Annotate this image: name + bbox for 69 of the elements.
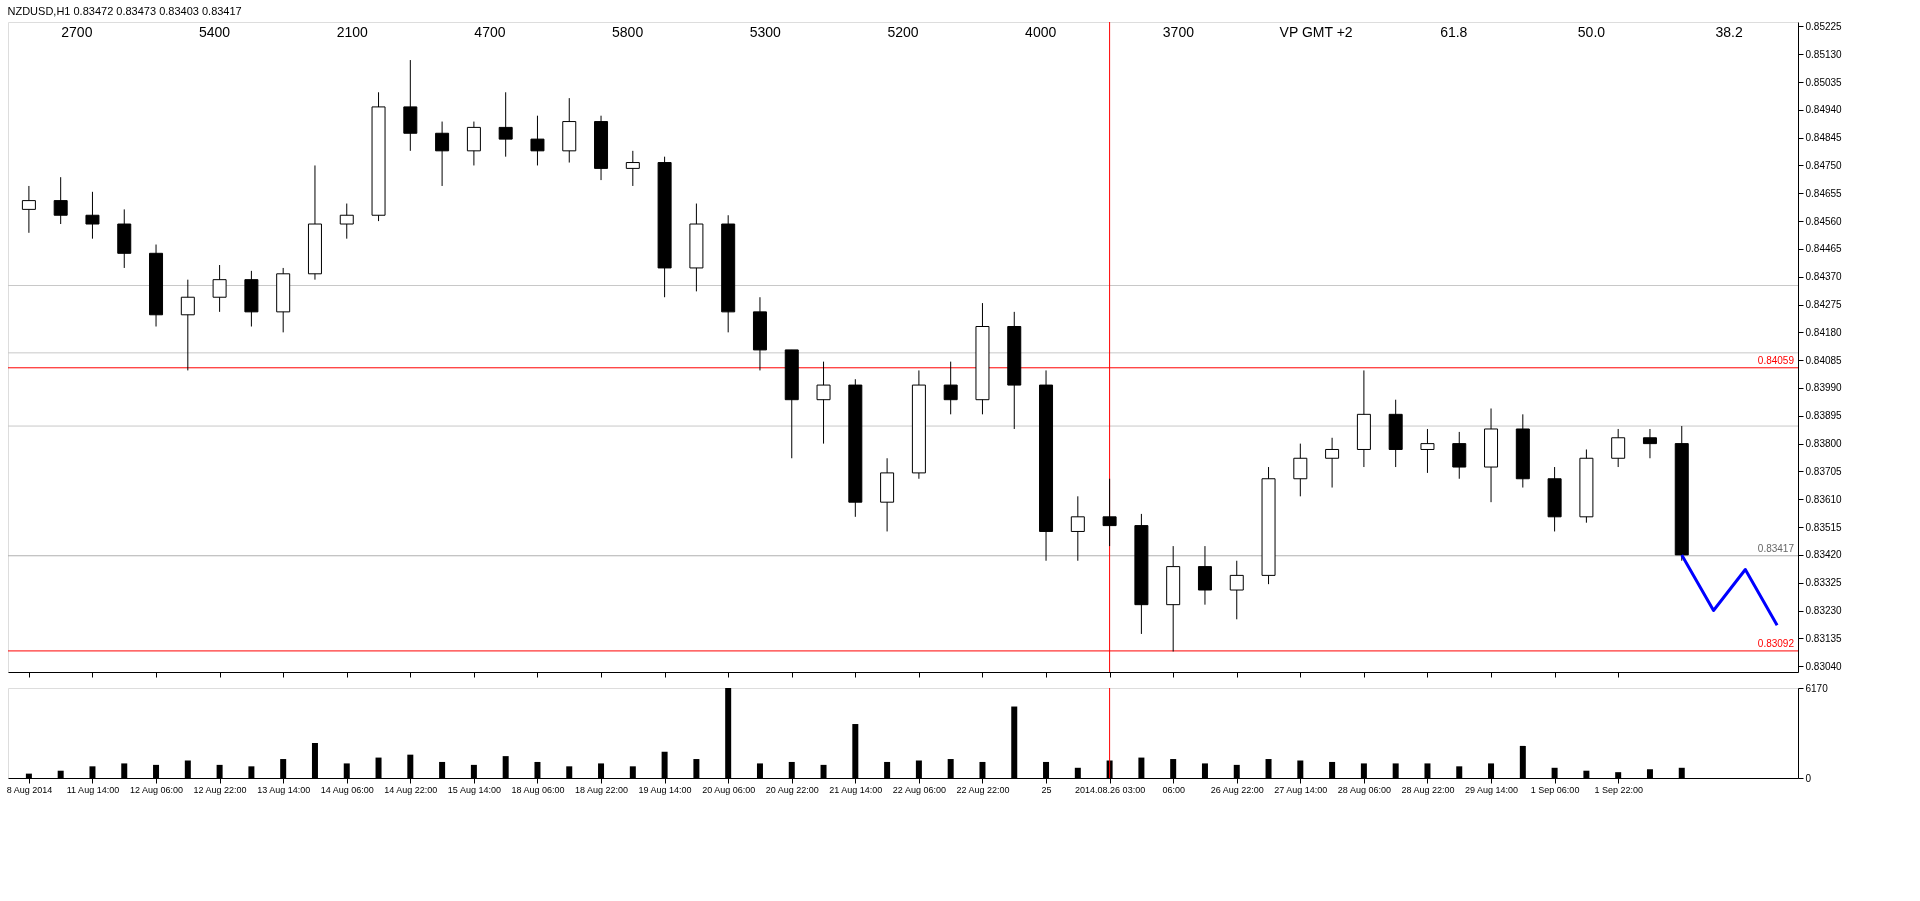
- annotation: 5200: [887, 24, 919, 40]
- y-tick-label: 0.83800: [1805, 438, 1843, 450]
- x-tick-label: 22 Aug 06:00: [892, 784, 946, 795]
- x-tick-label: 22 Aug 22:00: [956, 784, 1010, 795]
- x-tick-label: 26 Aug 22:00: [1210, 784, 1264, 795]
- x-tick-label: 11 Aug 14:00: [66, 784, 120, 795]
- annotation: 3700: [1162, 24, 1195, 40]
- x-tick-label: 28 Aug 06:00: [1337, 784, 1391, 795]
- y-tick-label: 0.85035: [1805, 76, 1843, 88]
- y-tick-label: 0.84845: [1805, 132, 1843, 144]
- annotation: 4000: [1025, 24, 1057, 40]
- x-tick-label: 06:00: [1162, 784, 1185, 795]
- x-tick-label: 14 Aug 22:00: [384, 784, 438, 795]
- chart-title: NZDUSD,H1 0.83472 0.83473 0.83403 0.83417: [7, 5, 242, 18]
- x-tick-label: 14 Aug 06:00: [320, 784, 374, 795]
- y-tick-label: 0.84465: [1805, 243, 1843, 255]
- y-tick-label: 0.83325: [1805, 577, 1843, 589]
- x-tick-label: 19 Aug 14:00: [638, 784, 692, 795]
- y-tick-label: 0: [1805, 772, 1812, 784]
- x-tick-label: 1 Sep 06:00: [1530, 784, 1580, 795]
- x-tick-label: 21 Aug 14:00: [829, 784, 883, 795]
- y-tick-label: 6170: [1805, 682, 1829, 694]
- y-tick-label: 0.85130: [1805, 48, 1843, 60]
- annotation: 5300: [749, 24, 782, 40]
- y-tick-label: 0.83705: [1805, 465, 1843, 477]
- y-tick-label: 0.83230: [1805, 605, 1843, 617]
- annotation: 5800: [612, 24, 644, 40]
- x-tick-label: 15 Aug 14:00: [447, 784, 501, 795]
- annotation: 4700: [474, 24, 506, 40]
- x-tick-label: 20 Aug 06:00: [702, 784, 756, 795]
- ref-line-label: 0.83417: [1757, 542, 1795, 554]
- annotation: 61.8: [1440, 24, 1468, 40]
- y-tick-label: 0.83135: [1805, 632, 1843, 644]
- x-tick-label: 2014.08.26 03:00: [1075, 784, 1146, 795]
- y-tick-label: 0.83040: [1805, 660, 1843, 672]
- annotation: 38.2: [1715, 24, 1743, 40]
- x-tick-label: 20 Aug 22:00: [765, 784, 819, 795]
- x-tick-label: 1 Sep 22:00: [1594, 784, 1643, 795]
- y-tick-label: 0.84655: [1805, 187, 1843, 199]
- y-tick-label: 0.84940: [1805, 104, 1843, 116]
- x-tick-label: 29 Aug 14:00: [1465, 784, 1519, 795]
- ref-line-label: 0.84059: [1757, 354, 1795, 366]
- y-tick-label: 0.84180: [1805, 326, 1843, 338]
- y-tick-label: 0.83895: [1805, 410, 1843, 422]
- y-tick-label: 0.83515: [1805, 521, 1843, 533]
- x-tick-label: 13 Aug 14:00: [257, 784, 311, 795]
- ref-line-label: 0.83092: [1757, 637, 1795, 649]
- x-tick-label: 8 Aug 2014: [6, 784, 53, 795]
- annotation: 50.0: [1577, 24, 1606, 40]
- y-tick-label: 0.84370: [1805, 271, 1843, 283]
- x-tick-label: 18 Aug 06:00: [511, 784, 565, 795]
- x-tick-label: 12 Aug 22:00: [193, 784, 247, 795]
- x-tick-label: 25: [1041, 784, 1052, 795]
- y-tick-label: 0.84275: [1805, 299, 1843, 311]
- annotation: VP GMT +2: [1279, 24, 1353, 40]
- x-tick-label: 27 Aug 14:00: [1274, 784, 1328, 795]
- x-tick-label: 12 Aug 06:00: [130, 784, 184, 795]
- x-tick-label: 18 Aug 22:00: [575, 784, 629, 795]
- y-tick-label: 0.83610: [1805, 493, 1843, 505]
- y-tick-label: 0.83990: [1805, 382, 1843, 394]
- annotation: 2700: [61, 24, 93, 40]
- x-tick-label: 28 Aug 22:00: [1401, 784, 1455, 795]
- y-tick-label: 0.84560: [1805, 215, 1843, 227]
- y-tick-label: 0.85225: [1805, 20, 1843, 32]
- y-tick-label: 0.84085: [1805, 354, 1843, 366]
- annotation: 5400: [198, 24, 231, 40]
- y-tick-label: 0.83420: [1805, 549, 1843, 561]
- annotation: 2100: [336, 24, 369, 40]
- y-tick-label: 0.84750: [1805, 159, 1843, 171]
